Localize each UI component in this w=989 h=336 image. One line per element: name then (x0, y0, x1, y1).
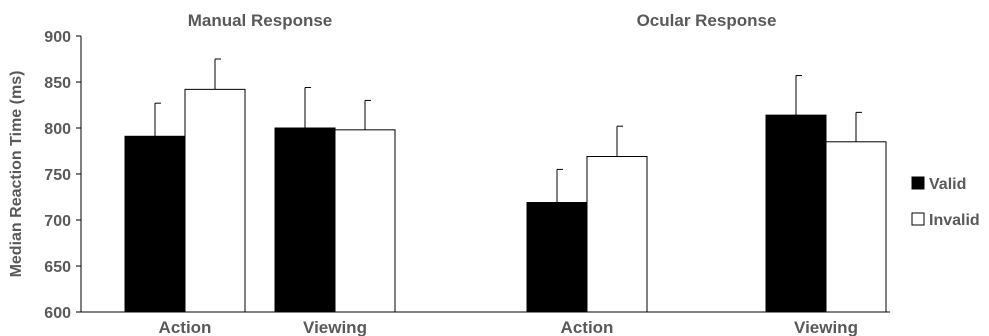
bar-invalid (334, 129, 396, 313)
y-tick-label: 800 (44, 121, 71, 138)
category-label: Viewing (303, 318, 367, 336)
error-bars (154, 58, 862, 203)
y-tick-label: 700 (44, 213, 71, 230)
bar-invalid (184, 88, 246, 313)
category-label: Viewing (794, 318, 858, 336)
y-axis-label: Median Reaction Time (ms) (8, 71, 25, 278)
legend-swatch-valid (911, 176, 925, 190)
legend-swatch-invalid (911, 212, 925, 226)
bar-valid (526, 202, 588, 313)
y-tick-label: 600 (44, 305, 71, 322)
y-tick-label: 850 (44, 75, 71, 92)
legend-label: Invalid (929, 212, 980, 229)
bar-invalid (586, 156, 648, 313)
y-tick-label: 900 (44, 29, 71, 46)
panel-titles: Manual Response Ocular Response (188, 11, 777, 30)
bar-valid (274, 127, 336, 313)
bar-valid (765, 114, 827, 313)
y-tick-label: 750 (44, 167, 71, 184)
category-labels: Action Viewing Action Viewing (159, 318, 858, 336)
panel-title: Manual Response (188, 11, 333, 30)
bars (124, 88, 887, 313)
bar-invalid (825, 141, 887, 313)
category-label: Action (159, 318, 212, 336)
bar-valid (124, 135, 186, 313)
category-label: Action (561, 318, 614, 336)
panel-title: Ocular Response (637, 11, 777, 30)
y-tick-label: 650 (44, 259, 71, 276)
legend-label: Valid (929, 176, 966, 193)
legend: Valid Invalid (911, 176, 980, 229)
